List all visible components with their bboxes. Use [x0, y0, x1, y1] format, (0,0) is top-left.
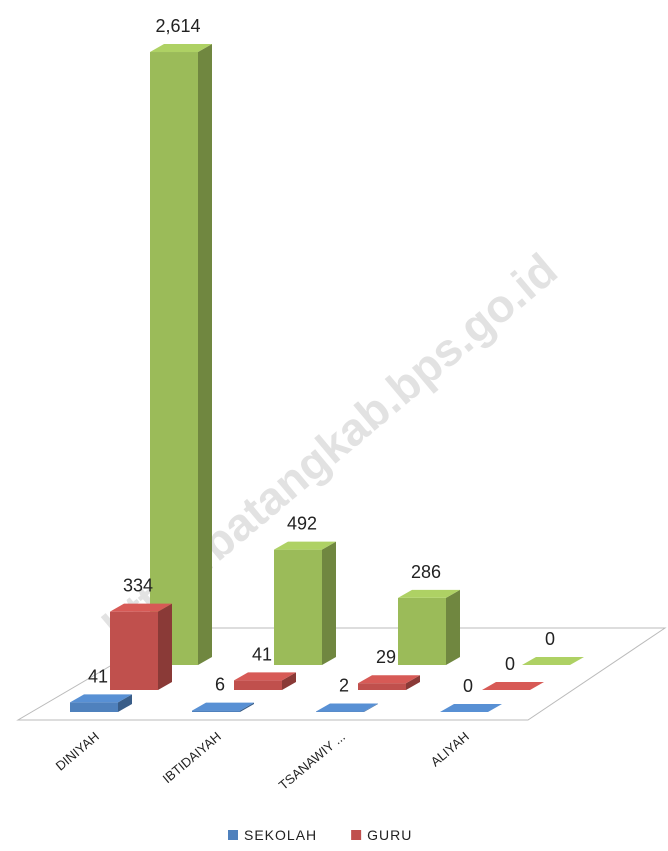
legend-label: SEKOLAH	[244, 827, 317, 843]
bar-side	[282, 672, 296, 690]
bar	[192, 702, 254, 712]
bar-front	[398, 597, 446, 665]
legend-swatch	[228, 830, 238, 840]
bar-side	[446, 589, 460, 665]
bar-top	[522, 657, 584, 665]
bar-top	[192, 702, 254, 711]
bar-side	[364, 703, 378, 712]
data-label: 41	[252, 644, 272, 664]
bar-top	[482, 682, 544, 690]
data-label: 492	[287, 514, 317, 534]
bar	[398, 589, 460, 665]
bar-top	[274, 541, 336, 550]
bar-side	[198, 44, 212, 666]
data-label: 0	[463, 676, 473, 696]
bar	[358, 675, 420, 690]
legend-swatch	[351, 830, 362, 840]
bar-top	[440, 704, 502, 712]
bar-front	[358, 683, 406, 690]
bar-front	[192, 710, 240, 712]
legend-label: GURU	[367, 827, 412, 843]
bar-top	[398, 589, 460, 598]
x-tick-label: TSANAWIY ...	[276, 729, 348, 793]
bar	[274, 541, 336, 665]
bar	[316, 703, 378, 712]
bar	[482, 682, 544, 690]
x-tick-label: ALIYAH	[428, 729, 472, 770]
bar-top	[110, 603, 172, 612]
bar-side	[406, 675, 420, 690]
bar-front	[234, 680, 282, 690]
data-label: 29	[376, 647, 396, 667]
data-label: 334	[123, 576, 153, 596]
bar	[110, 603, 172, 690]
data-label: 286	[411, 562, 441, 582]
bar-front	[70, 702, 118, 712]
bar-side	[322, 541, 336, 665]
data-label: 41	[88, 666, 108, 686]
bar-front	[274, 549, 322, 665]
bar	[234, 672, 296, 690]
bar	[70, 694, 132, 712]
bar-side	[240, 702, 254, 712]
data-label: 0	[505, 654, 515, 674]
bar-top	[316, 703, 378, 712]
bar-side	[158, 603, 172, 690]
x-tick-label: DINIYAH	[53, 729, 102, 774]
bar	[150, 44, 212, 666]
bar	[522, 657, 584, 665]
bar	[440, 704, 502, 712]
bar-front	[150, 52, 198, 666]
bar-top	[70, 694, 132, 703]
bar-top	[150, 44, 212, 53]
data-label: 2	[339, 676, 349, 696]
bar-top	[358, 675, 420, 684]
bar-top	[234, 672, 296, 681]
data-label: 6	[215, 675, 225, 695]
data-label: 2,614	[155, 16, 200, 36]
x-tick-label: IBTIDAIYAH	[160, 729, 224, 786]
bar-front	[110, 611, 158, 690]
bar-side	[118, 694, 132, 712]
data-label: 0	[545, 629, 555, 649]
